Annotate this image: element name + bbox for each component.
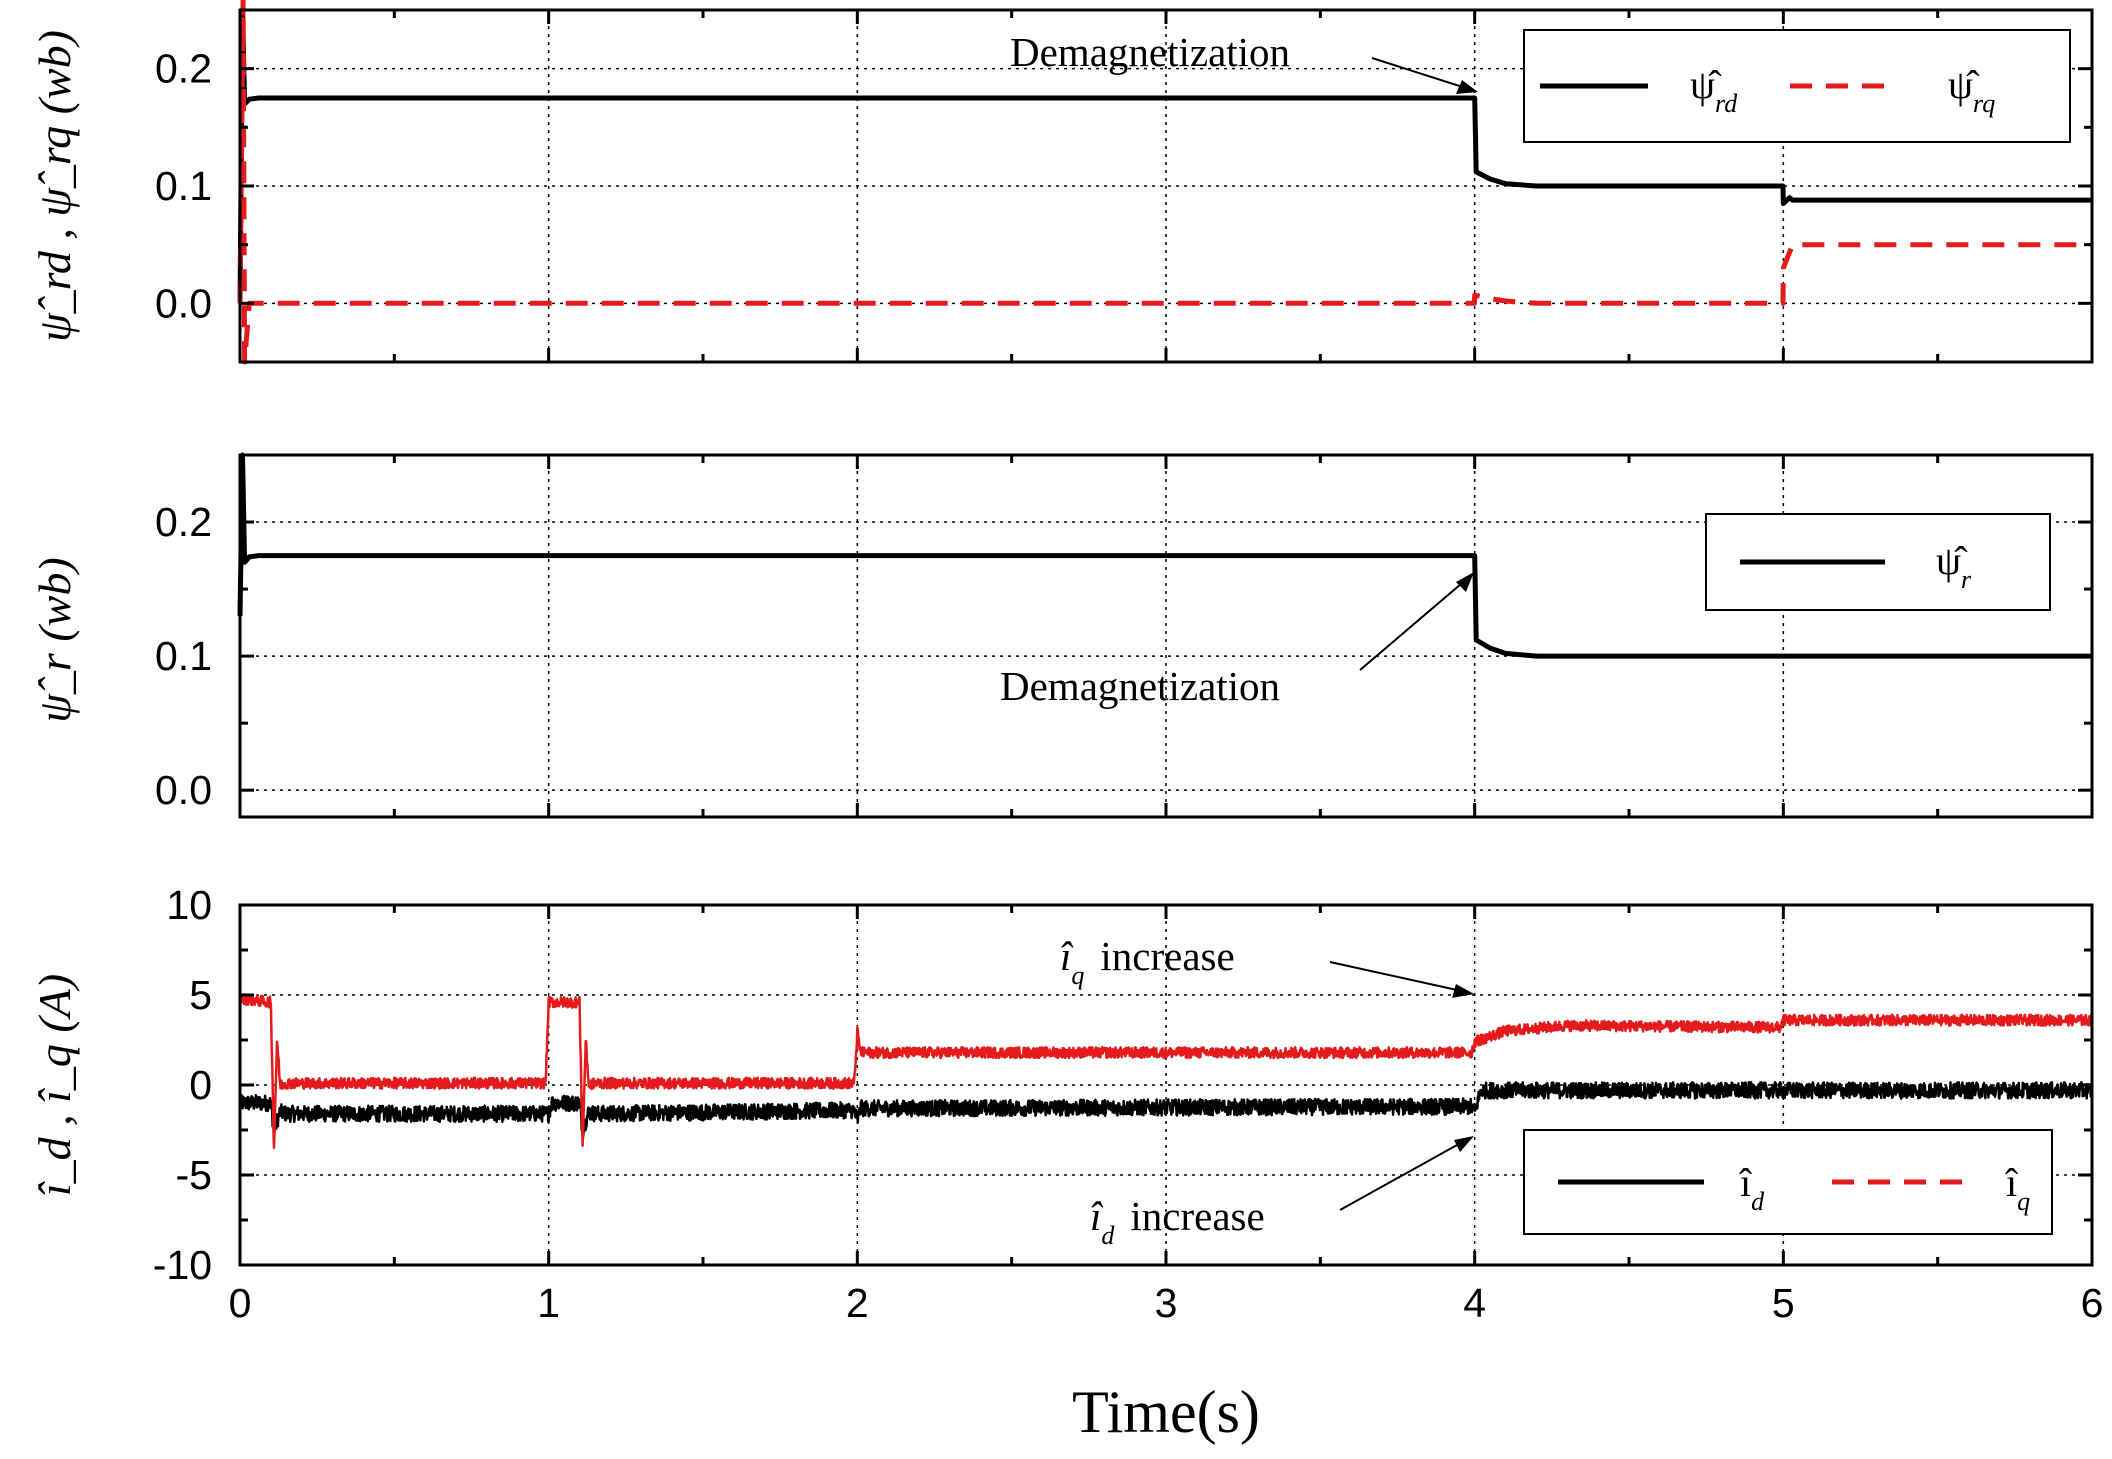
- legend-label-id: îd: [1739, 1160, 1765, 1216]
- annotation-arrow: [1329, 961, 1474, 998]
- y-tick-label: 5: [189, 972, 212, 1018]
- y-tick-label: 0.0: [155, 280, 212, 326]
- y-tick-label: -5: [176, 1152, 212, 1198]
- annotation-iq-increase: îq increase: [1060, 933, 1235, 990]
- panel-flux-components: 0.0 0.1 0.2 ψ̂_rd , ψ̂_rq (wb) Demagnetiza…: [29, 0, 2094, 365]
- x-tick-label: 5: [1772, 1280, 1795, 1326]
- x-tick-label: 4: [1463, 1280, 1486, 1326]
- series-line-primary: [237, 7, 2092, 304]
- y-tick-label: 0.2: [155, 46, 212, 92]
- annotation-arrow: [1371, 57, 1478, 94]
- series-line-primary: [237, 452, 2092, 659]
- series-line-secondary: [238, 992, 2094, 1150]
- panel-currents: -10 -5 0 5 10 0 1 2 3 4 5 6 î_d , î_q (A) îq increas…: [29, 882, 2103, 1326]
- annotation-arrow: [1339, 1136, 1474, 1211]
- x-tick-label: 1: [537, 1280, 560, 1326]
- annotation-demagnetization: Demagnetization: [1000, 663, 1280, 709]
- panel-flux-magnitude: 0.0 0.1 0.2 ψ̂_r (wb) Demagnetization ψ̂r: [29, 452, 2094, 819]
- gridlines: [240, 455, 2092, 817]
- y-axis-label: ψ̂_r (wb): [29, 557, 80, 722]
- y-axis-label: î_d , î_q (A): [29, 974, 80, 1196]
- y-axis-label-text: ψ̂_r (wb): [29, 557, 80, 722]
- series-group: [237, 0, 2092, 365]
- legend: îd îq: [1523, 1129, 2053, 1235]
- x-tick-label: 3: [1155, 1280, 1178, 1326]
- x-tick-label: 6: [2081, 1280, 2104, 1326]
- series-line-secondary: [237, 0, 2092, 365]
- legend-label-iq: îq: [2005, 1160, 2030, 1216]
- y-tick-label: 0: [189, 1062, 212, 1108]
- y-tick-label: 0.1: [155, 163, 212, 209]
- y-tick-label: 0.1: [155, 633, 212, 679]
- x-tick-label: 0: [229, 1280, 252, 1326]
- y-axis-label: ψ̂_rd , ψ̂_rq (wb): [29, 30, 80, 342]
- x-axis-title: Time(s): [1072, 1379, 1260, 1445]
- ticks: 0.0 0.1 0.2: [155, 8, 2094, 364]
- y-tick-label: -10: [153, 1242, 212, 1288]
- legend: ψ̂r: [1705, 513, 2051, 611]
- annotation-demagnetization: Demagnetization: [1010, 29, 1290, 75]
- legend: ψ̂rd ψ̂rq: [1523, 29, 2071, 143]
- annotation-id-increase: îd increase: [1090, 1193, 1265, 1250]
- series-group: [238, 992, 2094, 1150]
- y-tick-label: 0.0: [155, 767, 212, 813]
- plot-frame: [238, 453, 2094, 819]
- y-tick-label: 10: [166, 882, 212, 928]
- x-tick-label: 2: [846, 1280, 869, 1326]
- y-axis-label-text: ψ̂_rd , ψ̂_rq (wb): [29, 30, 80, 342]
- series-group: [237, 452, 2092, 659]
- annotation-arrow: [1359, 572, 1474, 671]
- y-tick-label: 0.2: [155, 499, 212, 545]
- series-line-primary: [238, 1081, 2094, 1138]
- y-axis-label-text: î_d , î_q (A): [29, 974, 80, 1196]
- ticks: 0.0 0.1 0.2: [155, 453, 2094, 817]
- ticks: -10 -5 0 5 10 0 1 2 3 4 5 6: [153, 882, 2104, 1326]
